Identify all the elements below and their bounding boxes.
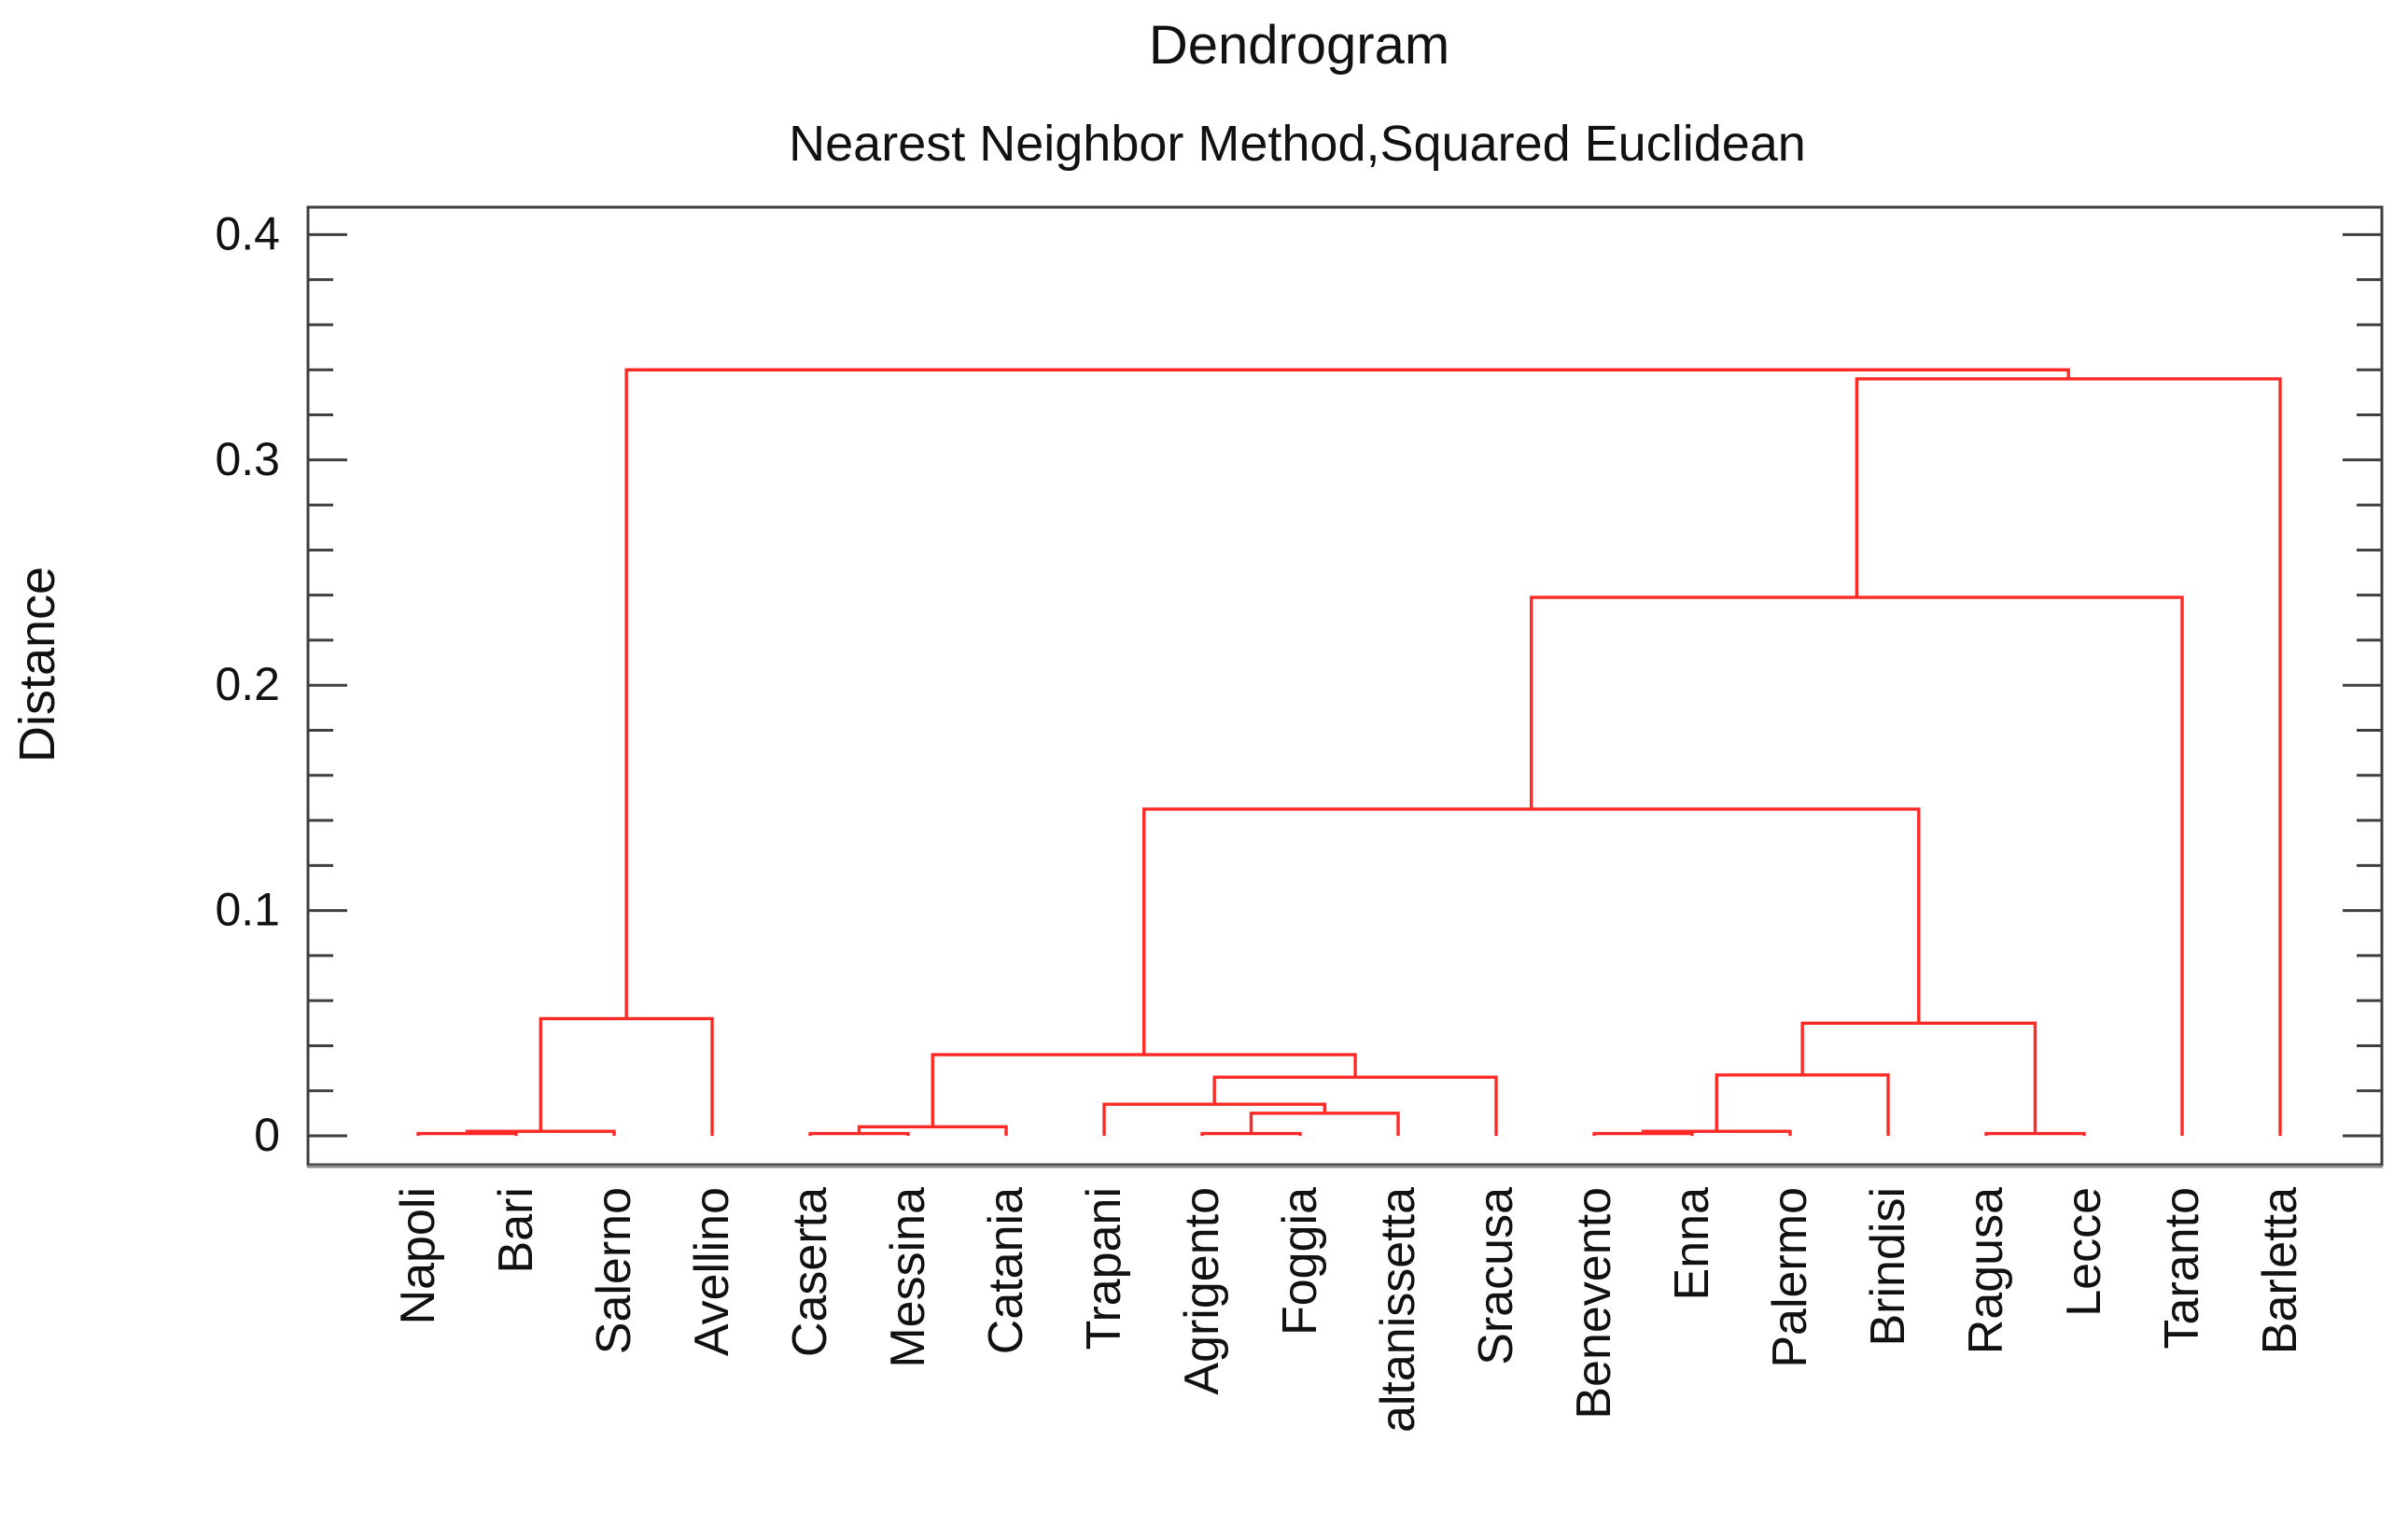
leaf-label-caserta: Caserta xyxy=(783,1187,837,1357)
dendrogram-link-n15 xyxy=(1800,1021,2037,1134)
dendrogram-link-n10 xyxy=(931,1053,1357,1127)
dendrogram-link-n13 xyxy=(1715,1073,1890,1136)
leaf-label-altanissetta: altanissetta xyxy=(1371,1187,1425,1433)
y-tick-label: 0.1 xyxy=(215,884,280,936)
leaf-label-barletta: Barletta xyxy=(2253,1187,2307,1354)
dendrogram-link-n11 xyxy=(1592,1131,1694,1136)
dendrogram-link-n4 xyxy=(808,1131,910,1136)
leaf-label-ragusa: Ragusa xyxy=(1959,1187,2013,1354)
leaf-label-taranto: Taranto xyxy=(2155,1187,2209,1349)
y-tick-label: 0.2 xyxy=(215,658,280,710)
leaf-label-salerno: Salerno xyxy=(587,1187,641,1354)
dendrogram-link-n6 xyxy=(1200,1131,1302,1136)
leaf-label-trapani: Trapani xyxy=(1077,1187,1131,1350)
y-tick-label: 0 xyxy=(254,1109,280,1161)
leaf-label-messina: Messina xyxy=(881,1187,935,1368)
leaf-label-palermo: Palermo xyxy=(1763,1187,1817,1368)
plot-box xyxy=(306,205,2384,1167)
leaf-label-brindisi: Brindisi xyxy=(1861,1187,1915,1347)
dendrogram-link-n16 xyxy=(1141,807,1921,1056)
leaf-label-agrigento: Agrigento xyxy=(1175,1187,1229,1395)
dendrogram-link-n8 xyxy=(1102,1102,1326,1136)
plot-layer: 0 0.1 0.2 0.3 0.4 Napoli Bari Salerno Avellino Ca… xyxy=(215,205,2384,1433)
leaf-label-napoli: Napoli xyxy=(391,1187,445,1324)
dendrogram-link-n9 xyxy=(1212,1075,1498,1136)
leaf-label-bari: Bari xyxy=(489,1187,543,1273)
y-axis-title: Distance xyxy=(9,567,65,763)
chart-title: Dendrogram xyxy=(1149,15,1449,76)
leaf-label-lecce: Lecce xyxy=(2057,1187,2111,1317)
y-tick-label: 0.4 xyxy=(215,207,280,259)
leaf-label-sracusa: Sracusa xyxy=(1469,1187,1523,1365)
dendrogram-link-n19 xyxy=(624,368,2070,1019)
dendrogram-link-n3 xyxy=(539,1016,714,1136)
leaf-label-enna: Enna xyxy=(1665,1187,1719,1301)
dendrogram-link-n1 xyxy=(416,1131,518,1136)
chart-subtitle: Nearest Neighbor Method,Squared Euclidea… xyxy=(789,116,1806,172)
leaf-label-benevento: Benevento xyxy=(1567,1187,1621,1420)
dendrogram-link-n14 xyxy=(1984,1131,2086,1136)
dendrogram-link-n17 xyxy=(1530,595,2184,1136)
y-tick-label: 0.3 xyxy=(215,433,280,485)
leaf-label-avellino: Avellino xyxy=(685,1187,739,1356)
leaf-label-catania: Catania xyxy=(979,1187,1033,1354)
leaf-label-foggia: Foggia xyxy=(1273,1187,1327,1336)
